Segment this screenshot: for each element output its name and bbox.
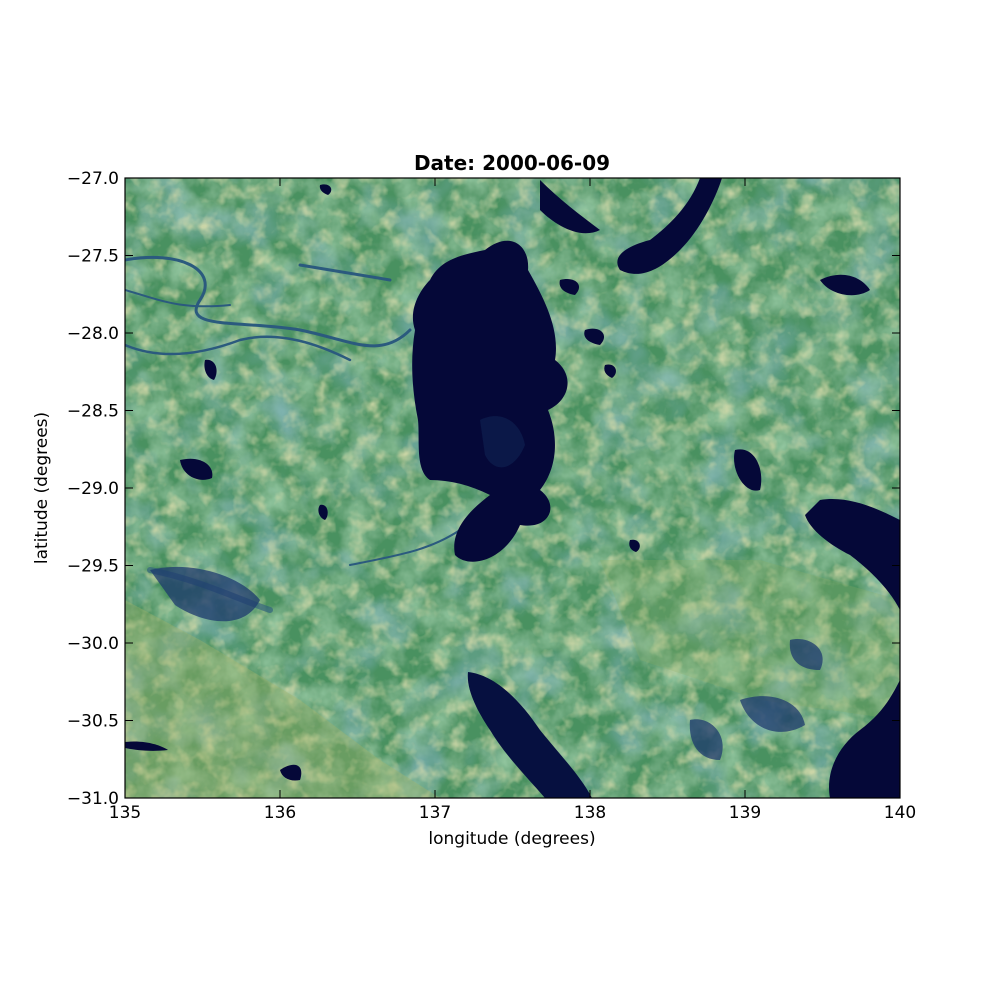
- axis-ticks: [124, 177, 901, 799]
- water-bodies: [125, 178, 900, 798]
- y-tick-label: −28.5: [67, 402, 119, 422]
- chart-title: Date: 2000-06-09: [414, 151, 610, 175]
- y-tick-label: −29.5: [67, 557, 119, 577]
- x-tick-label: 135: [109, 803, 141, 823]
- deep-blue-patches: [150, 566, 823, 760]
- x-tick-label: 140: [884, 803, 916, 823]
- y-tick-labels: −27.0 −27.5 −28.0 −28.5 −29.0 −29.5 −30.0 −30.5…: [67, 169, 119, 809]
- y-axis-label: latitude (degrees): [32, 412, 52, 564]
- y-tick-label: −28.0: [67, 324, 119, 344]
- x-tick-label: 138: [574, 803, 606, 823]
- map-raster: [125, 178, 900, 798]
- y-tick-label: −27.5: [67, 247, 119, 267]
- y-tick-label: −29.0: [67, 479, 119, 499]
- x-tick-label: 137: [419, 803, 451, 823]
- x-tick-labels: 135 136 137 138 139 140: [109, 803, 916, 823]
- y-tick-label: −30.0: [67, 634, 119, 654]
- x-axis-label: longitude (degrees): [428, 829, 595, 849]
- x-tick-label: 136: [264, 803, 296, 823]
- y-tick-label: −30.5: [67, 712, 119, 732]
- y-tick-label: −31.0: [67, 789, 119, 809]
- x-tick-label: 139: [729, 803, 761, 823]
- y-tick-label: −27.0: [67, 169, 119, 189]
